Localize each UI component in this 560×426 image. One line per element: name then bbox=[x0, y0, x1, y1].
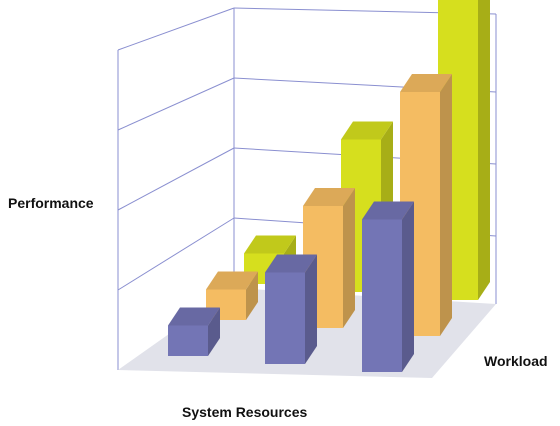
bar-top-face bbox=[341, 121, 393, 140]
bar-top-face bbox=[168, 307, 220, 326]
bar-top-face bbox=[362, 201, 414, 220]
bar-side-face bbox=[440, 74, 452, 336]
bar-top-face bbox=[400, 74, 452, 92]
bar-side-face bbox=[305, 254, 317, 364]
bar bbox=[362, 201, 414, 372]
gridline bbox=[117, 77, 235, 131]
bar bbox=[265, 254, 317, 364]
x-axis-label: System Resources bbox=[182, 404, 308, 420]
bar-side-face bbox=[478, 0, 490, 300]
gridline bbox=[117, 217, 235, 291]
bar-top-face bbox=[206, 271, 258, 290]
bar-top-face bbox=[244, 235, 296, 254]
bar-front-face bbox=[362, 219, 402, 372]
bar-side-face bbox=[246, 271, 258, 320]
bar-side-face bbox=[208, 307, 220, 356]
z-axis-label: Workload bbox=[484, 353, 548, 369]
bar-side-face bbox=[402, 201, 414, 372]
bar-top-face bbox=[303, 188, 355, 206]
bar bbox=[168, 307, 220, 356]
wall-top-edge bbox=[117, 7, 235, 51]
gridline bbox=[117, 147, 235, 211]
bar-top-face bbox=[265, 254, 317, 273]
bar-side-face bbox=[343, 188, 355, 328]
bar-front-face bbox=[265, 272, 305, 364]
bar-front-face bbox=[168, 325, 208, 356]
bars bbox=[168, 0, 490, 372]
y-axis-label: Performance bbox=[8, 195, 94, 211]
